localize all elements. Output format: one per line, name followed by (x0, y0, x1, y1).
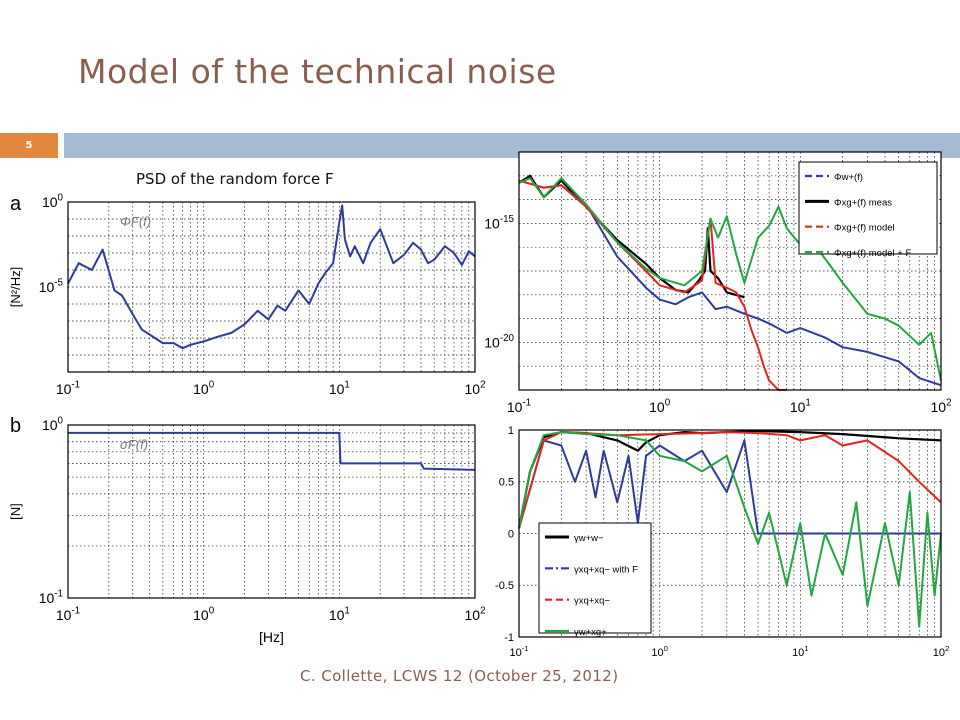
slide-number-bar (0, 133, 58, 158)
tick-label: 10-5 (39, 278, 64, 295)
tick-label: 100 (193, 380, 215, 397)
tick-label: 10-1 (56, 606, 80, 623)
series-line-blue (518, 439, 941, 535)
tick-label: 102 (933, 644, 950, 659)
tick-label: 10-20 (484, 333, 514, 350)
x-axis-label: [Hz] (259, 629, 284, 645)
legend-label: γw+w− (574, 533, 604, 544)
tick-label: 0.5 (499, 477, 514, 489)
tick-label: 1 (508, 425, 514, 437)
tick-label: 102 (464, 606, 485, 623)
legend-label: Φxg+(f) model (834, 223, 895, 234)
footer: C. Collette, LCWS 12 (October 25, 2012) (300, 667, 619, 685)
series-line-green (518, 431, 942, 628)
tick-label: 101 (329, 606, 350, 623)
tick-label: 10-1 (509, 644, 528, 659)
tick-label: 10-15 (484, 214, 514, 231)
tick-label: 0 (508, 528, 514, 540)
tick-label: -1 (504, 632, 514, 644)
chart-panel-d: 10-1 100 101 102 1 0.5 0 -0.5 -1 γw+w− γxq+xq− wit… (495, 425, 949, 659)
psd-label: PSD of the random force F (136, 170, 334, 188)
slide-title: Model of the technical noise (78, 52, 557, 91)
chart-panel-b: 10-1 100 101 102 100 10-1 b [N] [Hz] σF(f) (8, 415, 486, 645)
legend-box (798, 161, 938, 255)
series-line-blue (518, 179, 942, 387)
panel-label: a (10, 193, 22, 215)
series-line-blue (68, 431, 476, 471)
tick-label: 101 (329, 380, 350, 397)
legend-label: γw+xg+ (574, 627, 607, 638)
legend-box (538, 522, 652, 634)
chart-panel-a: 10-1 100 101 102 100 10-5 a [N²/Hz] ΦF(f) (8, 193, 486, 397)
series-line-blue (67, 204, 476, 350)
tick-label: 10-1 (507, 398, 531, 415)
plot-frame (67, 201, 476, 373)
y-axis-label: [N] (8, 503, 23, 520)
tick-label: 100 (649, 398, 671, 415)
curve-annotation: ΦF(f) (120, 214, 151, 229)
legend-label: Φw+(f) (834, 172, 863, 183)
y-axis-label: [N²/Hz] (8, 267, 23, 307)
tick-label: 100 (651, 644, 668, 659)
series-line-green (518, 177, 942, 381)
plot-frame (518, 429, 942, 638)
legend-label: γxq+xq− with F (574, 564, 638, 575)
tick-label: 100 (42, 193, 64, 210)
panel-label: b (10, 415, 21, 437)
curve-annotation: σF(f) (120, 437, 148, 452)
plot-frame (518, 151, 942, 391)
plot-area (68, 202, 475, 372)
slide-number: 5 (25, 140, 33, 151)
tick-label: 100 (193, 606, 215, 623)
legend-label: Φxg+(f) meas (834, 197, 892, 208)
plot-frame (67, 424, 476, 599)
tick-label: 102 (464, 380, 485, 397)
tick-label: 100 (42, 416, 64, 433)
tick-label: -0.5 (495, 580, 514, 592)
legend-label: γxq+xq− (574, 596, 610, 607)
tick-label: 102 (930, 398, 951, 415)
tick-label: 101 (790, 398, 811, 415)
plot-area (68, 425, 475, 598)
legend-label: Φxg+(f) model + F (834, 248, 911, 259)
chart-panel-c: 10-1 100 101 102 10-15 10-20 Φw+(f) Φxg+(f) mea… (484, 151, 952, 415)
tick-label: 101 (792, 644, 809, 659)
tick-label: 10-1 (56, 380, 80, 397)
tick-label: 10-1 (39, 589, 63, 606)
